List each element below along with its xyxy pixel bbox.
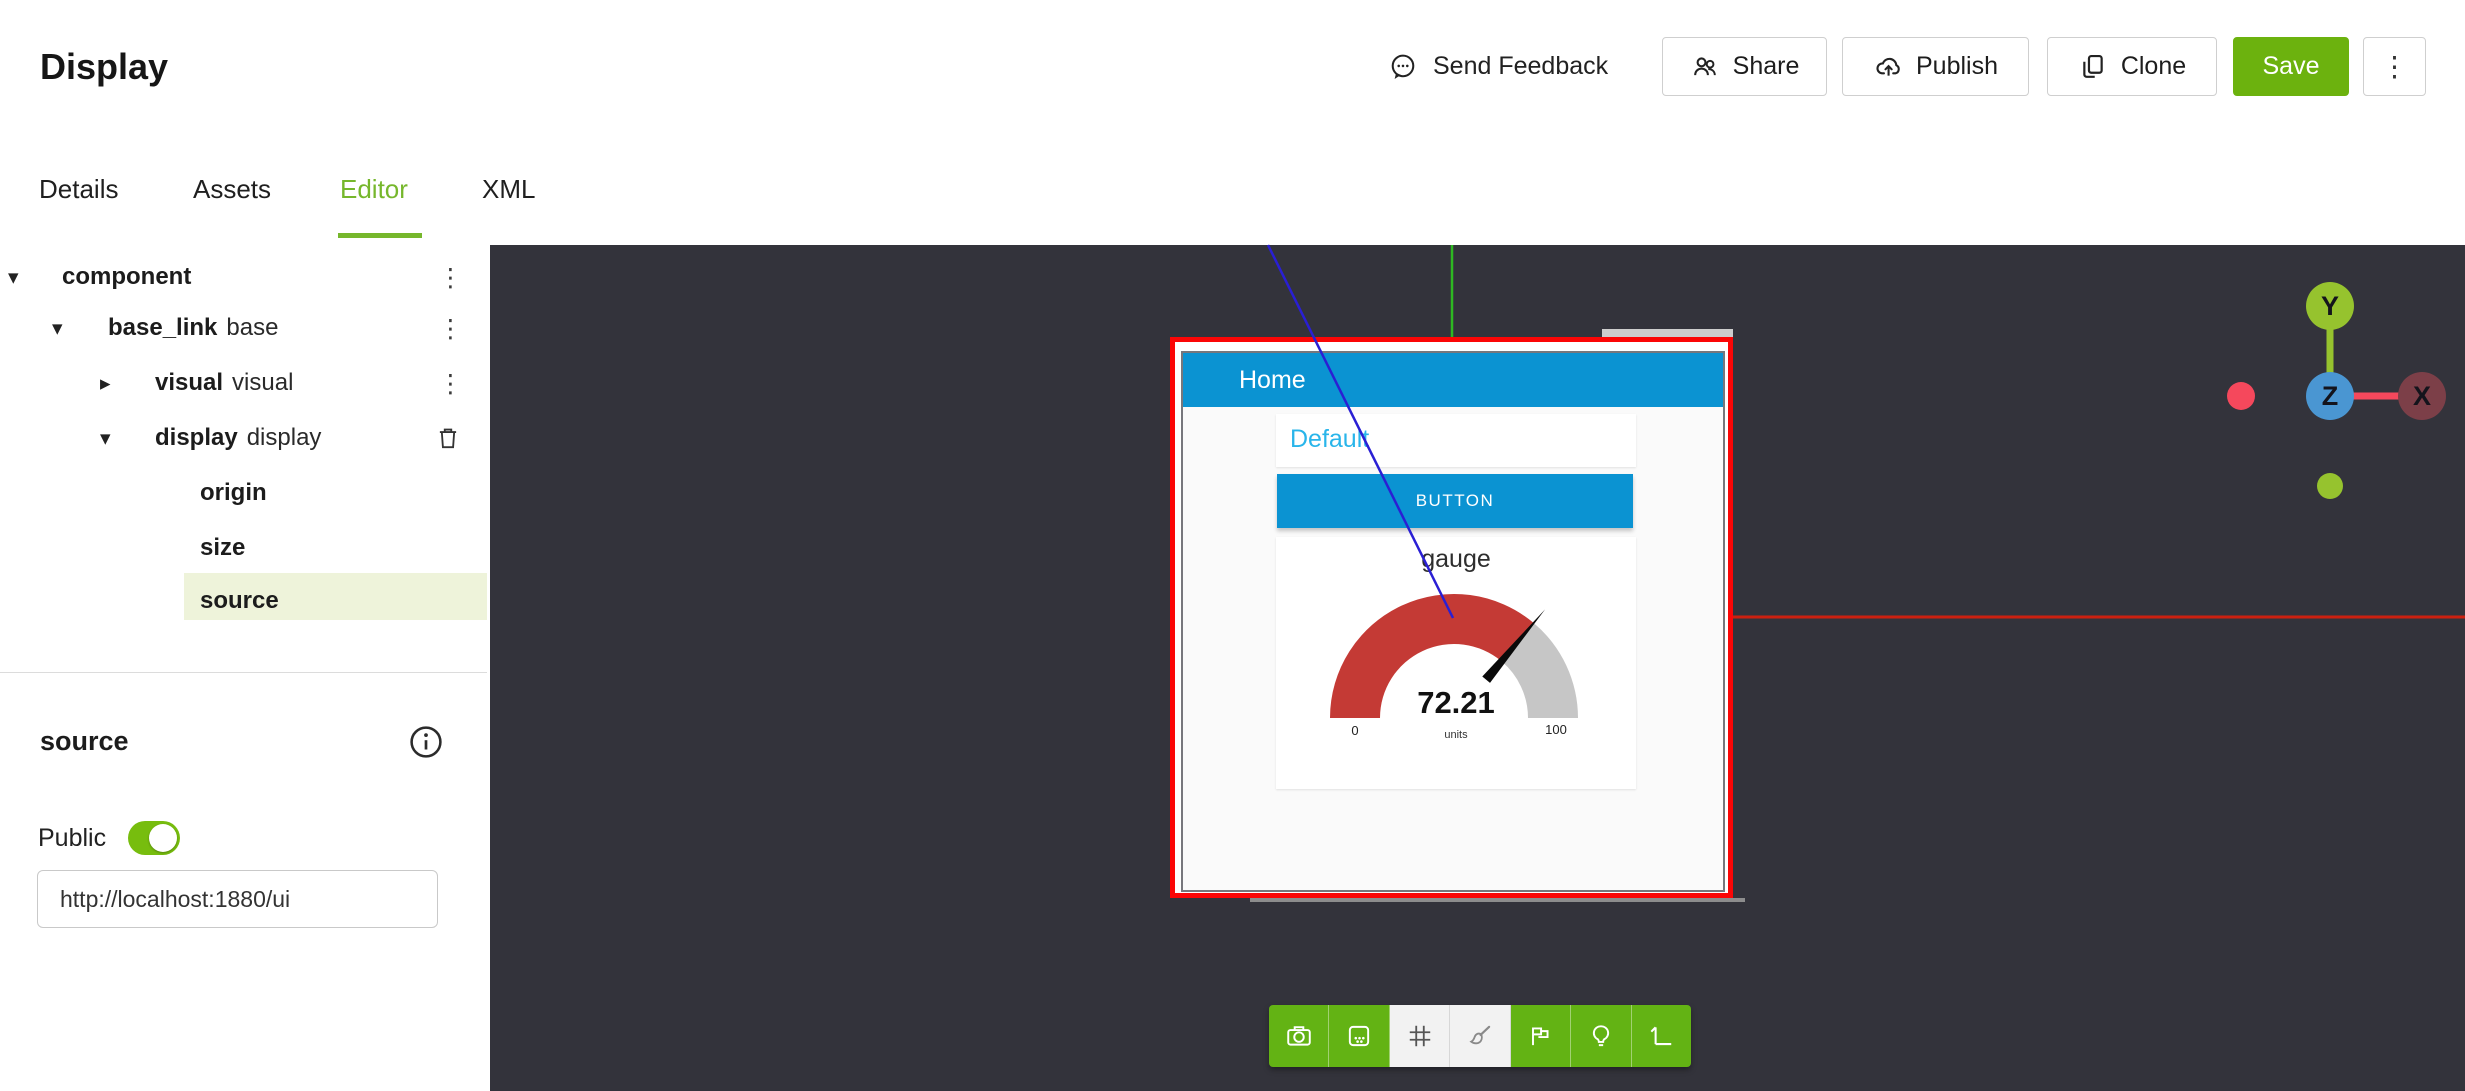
tree-row-display[interactable]: ▾ display display	[0, 413, 487, 463]
gauge-units-label: units	[1444, 729, 1468, 741]
camera-icon	[1286, 1026, 1311, 1046]
tree-suffix: visual	[232, 369, 294, 396]
gauge-max-label: 100	[1545, 722, 1567, 737]
row-kebab-icon[interactable]: ⋮	[438, 368, 463, 398]
axes-view-tool-button[interactable]	[1631, 1005, 1691, 1067]
viewport-toolbar	[1269, 1005, 1691, 1067]
tree-label: size	[200, 534, 246, 561]
gizmo-y-label: Y	[2321, 291, 2339, 321]
tree-row-size[interactable]: size	[0, 523, 487, 573]
sidebar-divider	[0, 672, 487, 673]
tree-row-component[interactable]: ▾ component ⋮	[0, 252, 487, 302]
tab-editor[interactable]: Editor	[340, 174, 408, 204]
public-label: Public	[38, 823, 107, 852]
light-tool-button[interactable]	[1571, 1005, 1632, 1067]
panel-bottom-shadow	[1250, 898, 1745, 902]
tree-suffix: display	[246, 424, 322, 451]
paintbrush-icon	[1469, 1025, 1491, 1045]
toggle-knob	[149, 824, 178, 852]
send-feedback-button[interactable]: Send Feedback	[1388, 37, 1608, 96]
source-url-input[interactable]	[37, 870, 438, 928]
gauge-arc-rest	[1501, 623, 1578, 718]
clone-label: Clone	[2120, 52, 2187, 80]
page-title: Display	[40, 46, 169, 87]
clone-button[interactable]: Clone	[2047, 37, 2217, 96]
feedback-bubble-icon	[1391, 54, 1415, 79]
copy-icon	[2083, 54, 2103, 78]
gauge-chart	[1330, 593, 1578, 718]
share-people-icon	[1693, 56, 1716, 75]
axes-icon	[1650, 1026, 1672, 1046]
send-feedback-label: Send Feedback	[1433, 52, 1609, 80]
tree-label: component	[62, 263, 192, 290]
tab-xml[interactable]: XML	[482, 174, 536, 204]
cloud-upload-icon	[1876, 57, 1900, 76]
share-label: Share	[1732, 52, 1800, 80]
tree-label: origin	[200, 479, 267, 506]
flags-tool-button[interactable]	[1510, 1005, 1572, 1067]
gauge-arc-filled	[1330, 593, 1534, 718]
tree-row-visual[interactable]: ▸ visual visual ⋮	[0, 358, 487, 408]
tree-row-source[interactable]: source	[0, 576, 487, 626]
component-tree-sidebar	[0, 245, 490, 1091]
tree-row-origin[interactable]: origin	[0, 468, 487, 518]
orientation-gizmo[interactable]: Y X Z	[2210, 268, 2450, 508]
dotted-square-icon	[1349, 1025, 1370, 1047]
tree-label: display	[155, 424, 238, 451]
more-options-button[interactable]: ⋮	[2363, 37, 2426, 96]
gizmo-x-handle[interactable]	[2398, 372, 2446, 420]
gizmo-z-label: Z	[2322, 381, 2339, 411]
selection-outline	[1170, 337, 1733, 898]
share-button[interactable]: Share	[1662, 37, 1827, 96]
lightbulb-icon	[1592, 1025, 1609, 1047]
collapse-arrow-icon[interactable]: ▾	[8, 265, 19, 289]
active-tab-indicator	[338, 233, 422, 238]
trash-icon[interactable]	[435, 425, 461, 451]
grid-tool-button[interactable]	[1389, 1005, 1451, 1067]
tree-row-base-link[interactable]: ▾ base_link base ⋮	[0, 303, 487, 353]
save-label: Save	[2262, 52, 2320, 80]
collapse-arrow-icon[interactable]: ▾	[100, 426, 111, 450]
grid-icon	[1409, 1025, 1430, 1047]
tree-label: source	[200, 587, 279, 614]
tab-details[interactable]: Details	[39, 174, 119, 204]
panel-edge-sliver	[1602, 329, 1733, 338]
gizmo-x-label: X	[2413, 381, 2431, 411]
public-toggle[interactable]	[128, 821, 181, 855]
gizmo-neg-x-handle[interactable]	[2227, 382, 2255, 410]
row-kebab-icon[interactable]: ⋮	[438, 262, 463, 292]
paint-tool-button[interactable]	[1450, 1005, 1511, 1067]
tab-assets[interactable]: Assets	[193, 174, 272, 204]
expand-arrow-icon[interactable]: ▸	[100, 371, 111, 395]
selected-row-highlight	[184, 573, 487, 620]
info-icon[interactable]	[408, 724, 444, 760]
gauge-value: 72.21	[1417, 685, 1495, 720]
save-button[interactable]: Save	[2233, 37, 2349, 96]
pattern-view-tool-button[interactable]	[1329, 1005, 1390, 1067]
tree-label: base_link	[108, 314, 218, 341]
flags-icon	[1532, 1027, 1549, 1046]
publish-button[interactable]: Publish	[1842, 37, 2029, 96]
collapse-arrow-icon[interactable]: ▾	[52, 316, 63, 340]
inspector-heading: source	[40, 726, 129, 756]
gizmo-z-handle[interactable]	[2306, 372, 2354, 420]
tree-label: visual	[155, 369, 224, 396]
screenshot-tool-button[interactable]	[1269, 1005, 1330, 1067]
kebab-icon: ⋮	[2380, 50, 2409, 83]
row-kebab-icon[interactable]: ⋮	[438, 313, 463, 343]
publish-label: Publish	[1916, 52, 1998, 80]
gizmo-y-handle[interactable]	[2306, 282, 2354, 330]
tree-suffix: base	[226, 314, 279, 341]
gizmo-neg-y-handle[interactable]	[2317, 473, 2343, 499]
gauge-min-label: 0	[1351, 723, 1359, 738]
gauge-needle	[1482, 609, 1546, 683]
